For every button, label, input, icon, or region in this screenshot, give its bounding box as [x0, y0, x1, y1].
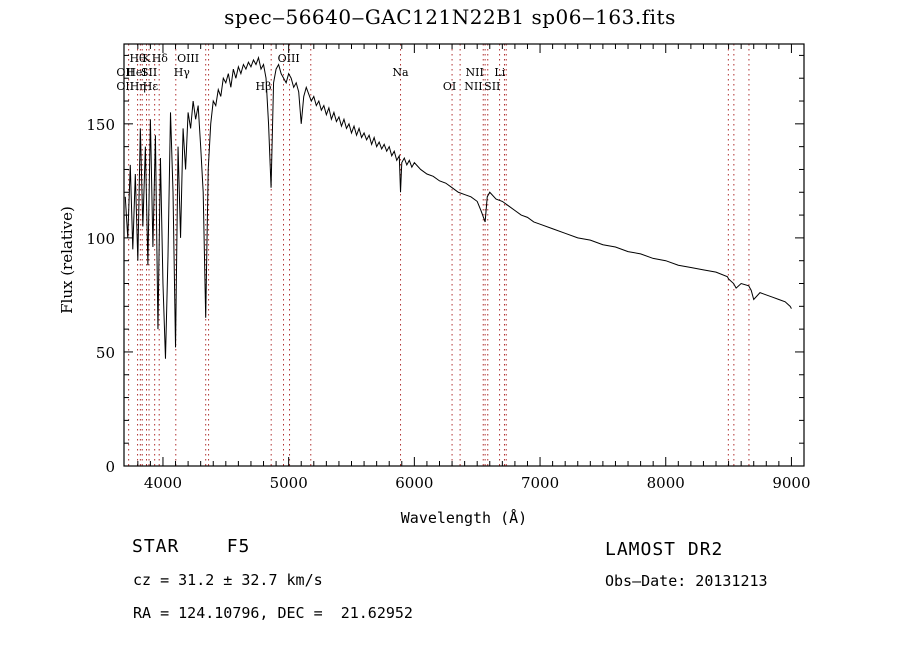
spectral-line-label: SII: [141, 66, 157, 79]
y-axis-label: Flux (relative): [58, 206, 76, 314]
y-tick-label: 0: [105, 458, 115, 476]
x-tick-label: 4000: [144, 474, 182, 492]
spectral-line-label: SII: [484, 80, 500, 93]
spectral-line-label: Hγ: [174, 66, 191, 79]
spectral-line-label: NII: [466, 66, 484, 79]
spectral-line-label: Na: [392, 66, 409, 79]
spectrum-trace-group: [124, 55, 792, 359]
spectral-line-label: OII: [116, 66, 134, 79]
spectral-line-label: Li: [494, 66, 505, 79]
emission-line-markers: [128, 44, 750, 466]
x-tick-label: 8000: [647, 474, 685, 492]
radial-velocity-text: cz = 31.2 ± 32.7 km/s: [133, 571, 323, 589]
y-tick-label: 100: [86, 230, 115, 248]
spectral-line-label: OIII: [278, 52, 300, 65]
y-tick-label: 50: [96, 344, 115, 362]
spectral-line-label: K: [142, 52, 151, 65]
spectral-line-label: Hη: [130, 80, 146, 93]
spectral-line-label: HeI: [126, 66, 146, 79]
spectral-line-label: Hβ: [256, 80, 272, 93]
observation-date-text: Obs‒Date: 20131213: [605, 572, 768, 590]
plot-frame: [123, 43, 805, 467]
x-tick-label: 7000: [521, 474, 559, 492]
spectral-line-label: Hε: [143, 80, 159, 93]
x-axis-label: Wavelength (Å): [401, 508, 527, 527]
spectral-line-label: NII: [464, 80, 482, 93]
coordinates-text: RA = 124.10796, DEC = 21.62952: [133, 604, 413, 622]
x-tick-label: 9000: [772, 474, 810, 492]
axis-ticks: [124, 44, 804, 467]
y-tick-label: 150: [86, 116, 115, 134]
axis-tick-labels: 4000 5000 6000 7000 8000 9000 0 50 100 150: [86, 116, 810, 492]
spectral-line-label: OIII: [177, 52, 199, 65]
spectral-line-label: OI: [443, 80, 456, 93]
survey-name-text: LAMOST DR2: [605, 539, 724, 560]
x-tick-label: 5000: [270, 474, 308, 492]
spectral-line-label: Hδ: [152, 52, 169, 65]
spectral-line-label: Hθ: [129, 52, 146, 65]
x-tick-label: 6000: [395, 474, 433, 492]
page-title: spec‒56640‒GAC121N22B1 sp06‒163.fits: [224, 5, 676, 29]
spectral-line-label: OII: [116, 80, 134, 93]
object-class-text: STAR F5: [132, 536, 251, 557]
